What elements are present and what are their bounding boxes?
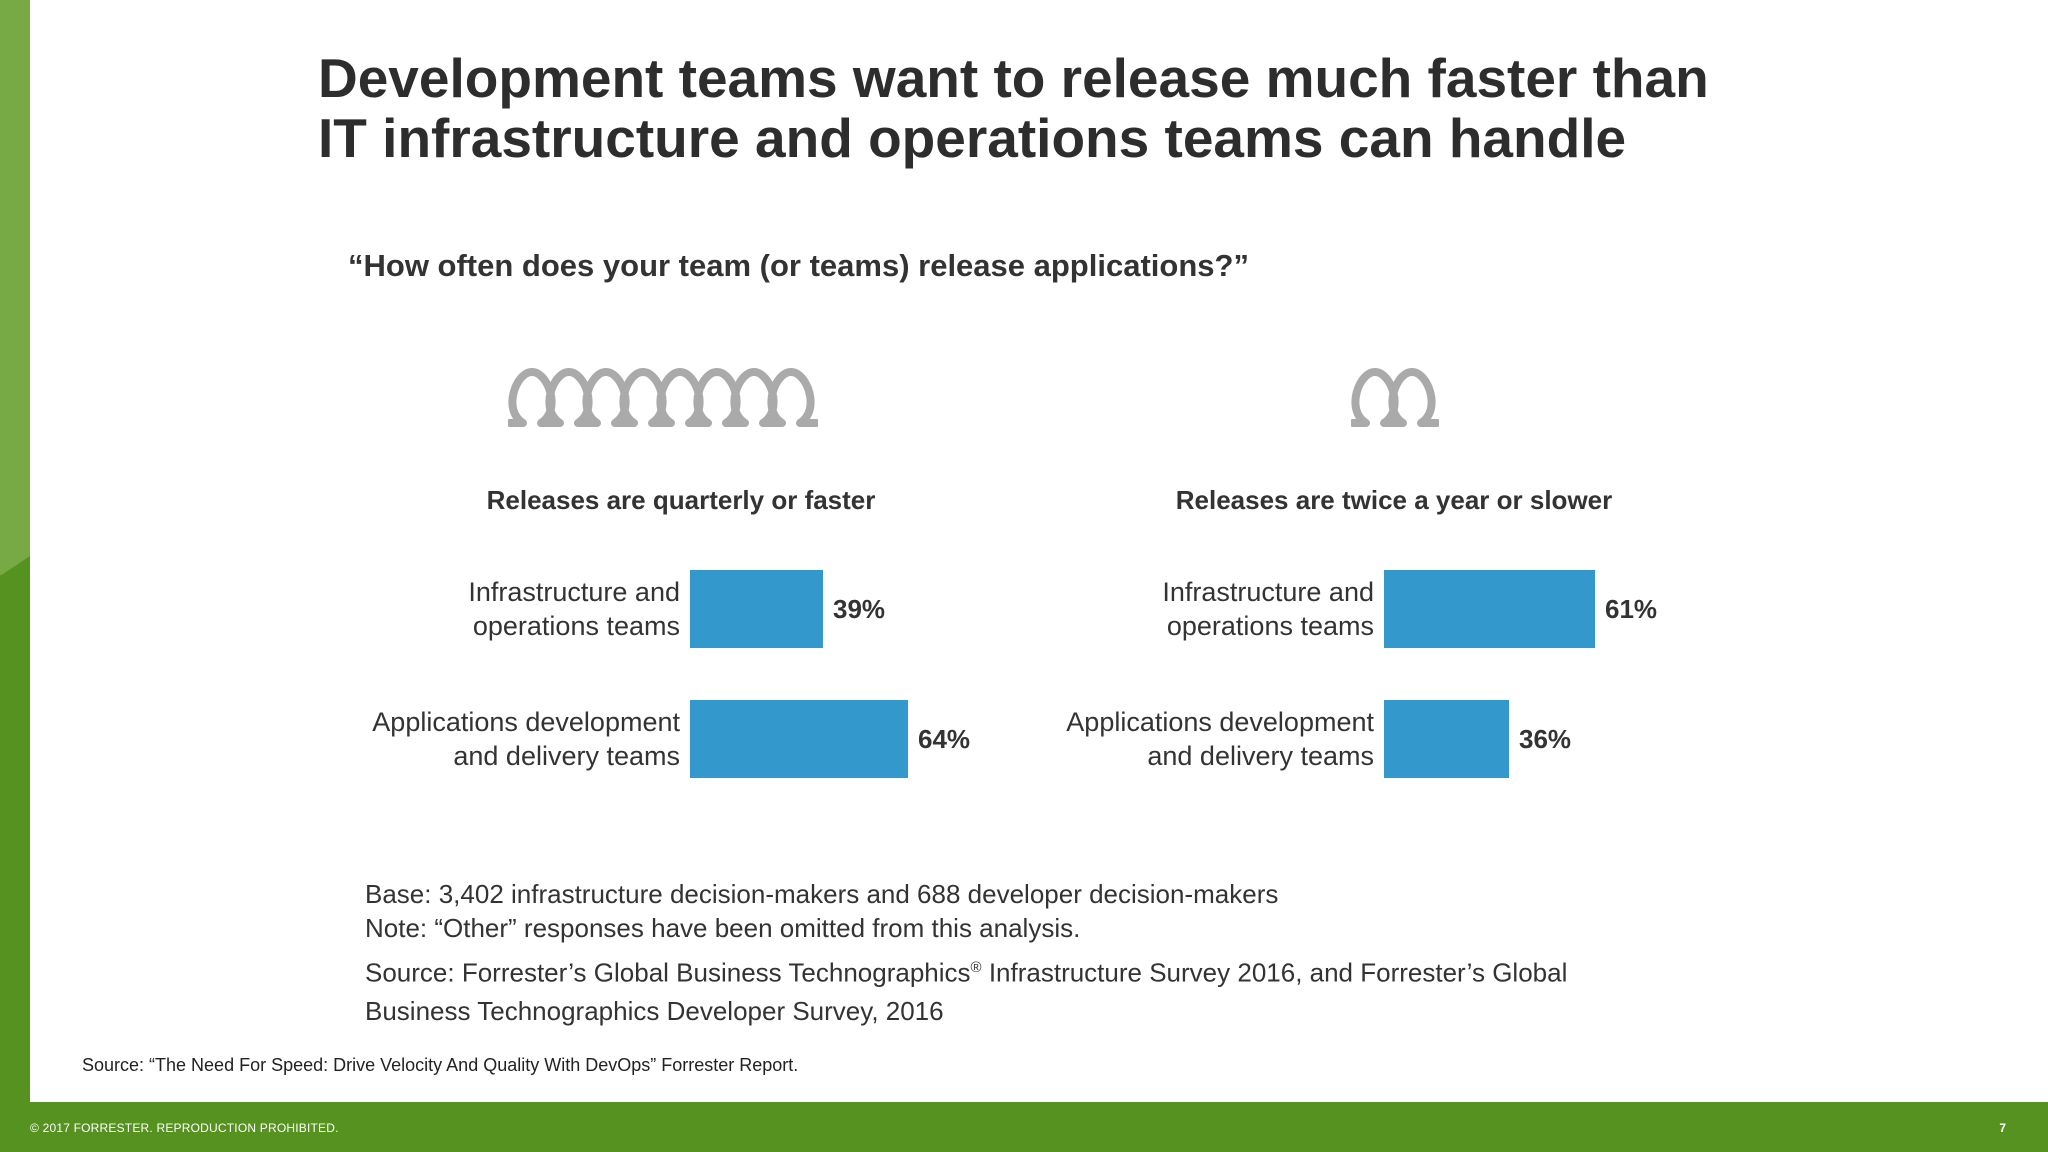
category-label-line: Applications development [1066,707,1374,737]
chart-title-quarterly: Releases are quarterly or faster [486,485,876,515]
survey-source: Source: Forrester’s Global Business Tech… [365,949,1567,1030]
category-label-line: operations teams [472,611,680,641]
loop-spring-icon [506,366,820,433]
category-label: Infrastructure and operations teams [280,575,680,643]
base-note: Base: 3,402 infrastructure decision-make… [365,879,1279,909]
category-label-line: Applications development [372,707,680,737]
left-accent-bar [0,0,30,1102]
loop-spring-path [506,368,820,427]
loop-spring-graphic [506,368,820,427]
survey-source-line-1b: Infrastructure Survey 2016, and Forreste… [981,957,1568,988]
bar-value-label: 39% [833,594,886,624]
slide-title-line-2: IT infrastructure and operations teams c… [318,107,1627,169]
category-label: Infrastructure and operations teams [974,575,1374,643]
category-label: Applications development and delivery tea… [280,705,680,773]
category-label-line: and delivery teams [1147,741,1374,771]
other-note: Note: “Other” responses have been omitte… [365,913,1081,943]
bar-value-label: 64% [918,724,971,754]
footer-copyright: © 2017 FORRESTER. REPRODUCTION PROHIBITE… [30,1121,339,1135]
bar [1384,700,1509,778]
registered-mark: ® [970,959,982,976]
chart-notes: Base: 3,402 infrastructure decision-make… [365,877,1567,1030]
slide-title: Development teams want to release much f… [318,48,1818,168]
category-label-line: Infrastructure and [468,577,680,607]
bar-value-label: 36% [1519,724,1572,754]
survey-source-line-2: Business Technographics Developer Survey… [365,995,944,1026]
bar [1384,570,1595,648]
bar-value-label: 61% [1605,594,1658,624]
bar [690,700,908,778]
footer-bar: © 2017 FORRESTER. REPRODUCTION PROHIBITE… [0,1102,2048,1152]
loop-spring-icon [1349,366,1441,433]
report-source: Source: “The Need For Speed: Drive Veloc… [82,1055,799,1075]
page-number: 7 [1999,1121,2006,1135]
loop-spring-path [1349,368,1441,427]
category-label-line: and delivery teams [453,741,680,771]
bar [690,570,823,648]
category-label-line: Infrastructure and [1162,577,1374,607]
category-label-line: operations teams [1166,611,1374,641]
survey-question: “How often does your team (or teams) rel… [348,248,1249,283]
slide-title-line-1: Development teams want to release much f… [318,47,1709,109]
survey-source-line-1a: Source: Forrester’s Global Business Tech… [365,957,971,988]
chart-title-twice-a-year: Releases are twice a year or slower [1175,485,1613,515]
loop-spring-graphic [1349,368,1441,427]
category-label: Applications development and delivery tea… [974,705,1374,773]
left-accent-bar-top [0,0,30,576]
